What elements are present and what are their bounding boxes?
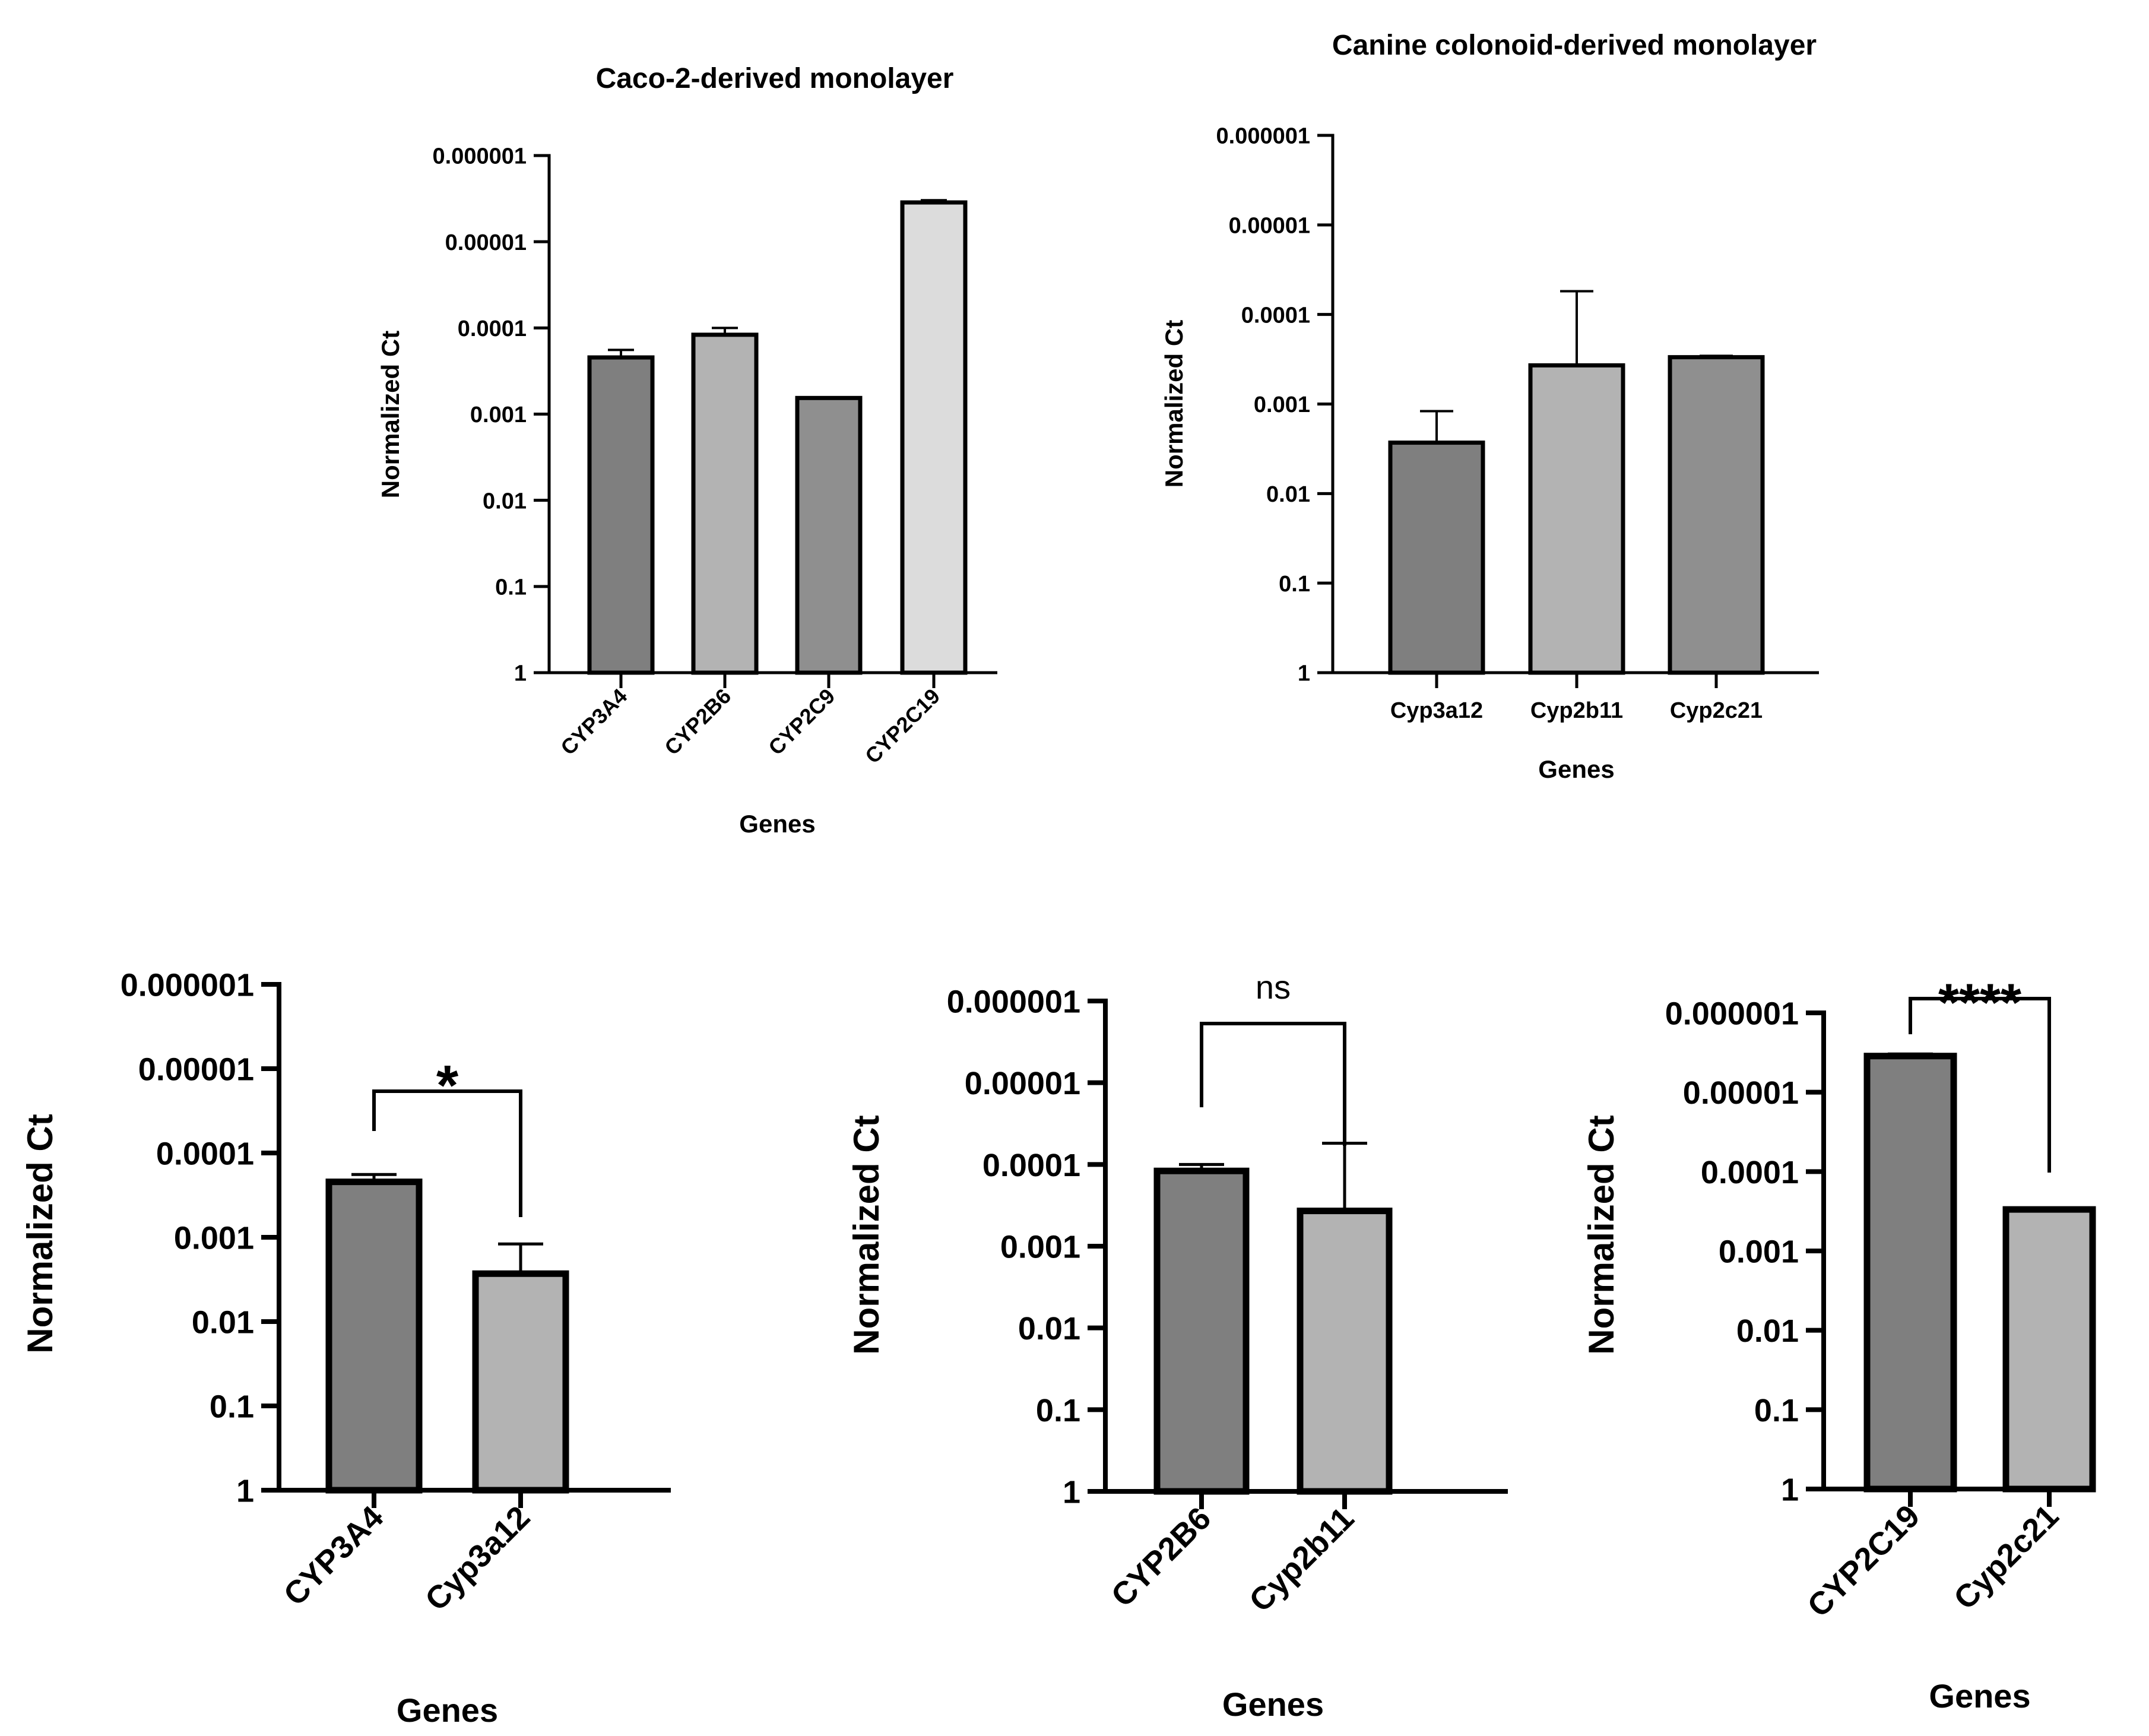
y-tick-label: 1 bbox=[1781, 1472, 1799, 1507]
y-tick-label: 0.01 bbox=[483, 489, 527, 514]
chart-cmp2: 1 0.1 0.01 0.001 0.0001 0.00001 0.000001 CYP2B6… bbox=[847, 968, 1508, 1723]
y-tick-label: 0.0001 bbox=[982, 1148, 1080, 1183]
bar-cyp2c19 bbox=[900, 200, 968, 675]
bar-cyp2c21 bbox=[2002, 1206, 2096, 1493]
y-tick-label: 0.01 bbox=[1018, 1311, 1080, 1347]
x-axis-label: Genes bbox=[739, 810, 815, 838]
x-tick-label: Cyp2c21 bbox=[1947, 1498, 2066, 1617]
chart-title: Caco-2-derived monolayer bbox=[596, 63, 954, 94]
chart-caco2: Caco-2-derived monolayer 1 0.1 0.01 0.001 0.0… bbox=[376, 63, 997, 838]
y-tick-label: 0.001 bbox=[174, 1220, 254, 1256]
significance-label: * bbox=[436, 1054, 459, 1117]
y-tick-label: 0.1 bbox=[1754, 1393, 1799, 1428]
y-tick-label: 0.00001 bbox=[445, 230, 527, 255]
y-tick-label: 0.1 bbox=[495, 575, 527, 600]
bar-cyp2b11 bbox=[1528, 363, 1625, 675]
y-tick-label: 0.000001 bbox=[433, 144, 527, 169]
y-tick-label: 1 bbox=[1063, 1474, 1080, 1510]
bar-cyp3a4 bbox=[587, 355, 655, 675]
x-tick-label: Cyp2b11 bbox=[1530, 698, 1623, 723]
x-tick-label: CYP2C9 bbox=[763, 684, 839, 760]
significance-bracket bbox=[1909, 997, 2051, 1173]
bar-cyp2b6 bbox=[1153, 1167, 1250, 1495]
x-axis-label: Genes bbox=[1222, 1686, 1324, 1723]
significance-bracket bbox=[372, 1089, 522, 1217]
bar-cyp2c21 bbox=[1668, 355, 1765, 675]
y-tick-label: 1 bbox=[514, 661, 527, 686]
y-tick-label: 0.000001 bbox=[947, 984, 1080, 1019]
y-axis-label: Normalized Ct bbox=[20, 1114, 60, 1353]
y-tick-label: 0.0001 bbox=[458, 316, 527, 341]
x-tick-label: CYP2B6 bbox=[1104, 1500, 1218, 1614]
bar-cyp3a4 bbox=[325, 1179, 423, 1494]
y-tick-label: 0.000001 bbox=[121, 967, 254, 1003]
significance-bracket bbox=[1200, 1022, 1346, 1146]
y-tick-label: 0.001 bbox=[1254, 392, 1310, 417]
x-tick-label: CYP3A4 bbox=[277, 1499, 390, 1613]
y-tick-label: 0.1 bbox=[1279, 572, 1310, 597]
y-tick-label: 0.00001 bbox=[1683, 1075, 1799, 1111]
x-tick-label: Cyp2c21 bbox=[1670, 698, 1763, 723]
y-tick-label: 0.1 bbox=[210, 1389, 254, 1424]
y-tick-label: 0.000001 bbox=[1216, 124, 1311, 149]
y-tick-label: 0.0001 bbox=[156, 1136, 254, 1171]
y-tick-label: 0.000001 bbox=[1665, 996, 1799, 1031]
x-tick-label: CYP2C19 bbox=[1801, 1498, 1926, 1624]
y-tick-label: 0.001 bbox=[470, 403, 527, 427]
bar-cyp2c19 bbox=[1863, 1053, 1957, 1493]
bar-cyp2b11 bbox=[1297, 1208, 1393, 1495]
y-axis-label: Normalized Ct bbox=[376, 331, 404, 498]
y-tick-label: 0.0001 bbox=[1241, 303, 1310, 328]
y-tick-label: 0.00001 bbox=[138, 1051, 254, 1087]
y-tick-label: 0.01 bbox=[192, 1304, 254, 1340]
chart-canine: Canine colonoid-derived monolayer 1 0.1 0.0… bbox=[1160, 30, 1819, 783]
y-tick-label: 1 bbox=[1298, 661, 1310, 686]
x-tick-label: Cyp3a12 bbox=[1390, 698, 1483, 723]
y-tick-label: 0.001 bbox=[1000, 1229, 1080, 1265]
y-axis-label: Normalized Ct bbox=[1160, 320, 1188, 487]
x-tick-label: Cyp3a12 bbox=[419, 1499, 537, 1618]
significance-label: ns bbox=[1256, 968, 1291, 1006]
y-tick-label: 0.01 bbox=[1266, 482, 1310, 507]
x-tick-label: CYP2B6 bbox=[660, 684, 736, 760]
y-tick-label: 0.1 bbox=[1036, 1393, 1080, 1428]
y-axis-label: Normalized Ct bbox=[1581, 1115, 1621, 1354]
bar-cyp3a12 bbox=[1388, 441, 1485, 675]
significance-label: **** bbox=[1938, 974, 2021, 1033]
x-axis-label: Genes bbox=[397, 1691, 498, 1729]
chart-cmp1: 1 0.1 0.01 0.001 0.0001 0.00001 0.000001 CYP3A4… bbox=[20, 967, 671, 1729]
bar-cyp2b6 bbox=[691, 332, 759, 675]
y-tick-label: 0.00001 bbox=[1229, 214, 1310, 239]
x-tick-label: CYP2C19 bbox=[860, 684, 944, 768]
y-tick-label: 0.00001 bbox=[965, 1066, 1080, 1101]
bar-cyp2c9 bbox=[795, 395, 863, 675]
x-tick-label: Cyp2b11 bbox=[1243, 1500, 1361, 1618]
y-tick-label: 0.001 bbox=[1719, 1234, 1799, 1269]
y-tick-label: 0.01 bbox=[1736, 1313, 1799, 1349]
x-tick-label: CYP3A4 bbox=[556, 684, 632, 760]
x-axis-label: Genes bbox=[1929, 1677, 2030, 1715]
chart-cmp3: 1 0.1 0.01 0.001 0.0001 0.00001 0.000001 CYP2C1… bbox=[1581, 974, 2096, 1715]
y-tick-label: 1 bbox=[236, 1473, 254, 1509]
chart-title: Canine colonoid-derived monolayer bbox=[1332, 30, 1817, 61]
bar-cyp3a12 bbox=[472, 1270, 569, 1494]
x-axis-label: Genes bbox=[1538, 755, 1614, 783]
y-tick-label: 0.0001 bbox=[1701, 1155, 1799, 1190]
y-axis-label: Normalized Ct bbox=[847, 1115, 886, 1354]
